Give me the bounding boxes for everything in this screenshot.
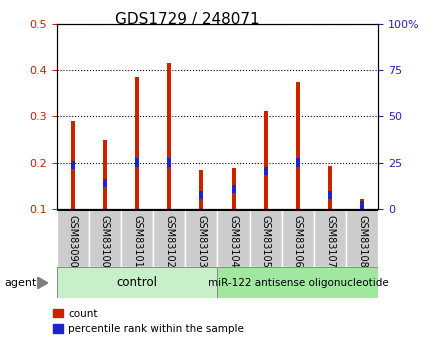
Bar (121, 210, 153, 267)
Bar (296, 82, 299, 209)
Bar (360, 199, 363, 209)
Text: GSM83103: GSM83103 (196, 215, 206, 268)
Text: GDS1729 / 248071: GDS1729 / 248071 (115, 12, 259, 27)
Bar (56, 210, 89, 267)
Bar (135, 158, 138, 167)
Text: GSM83102: GSM83102 (164, 215, 174, 268)
Bar (185, 210, 217, 267)
Text: GSM83090: GSM83090 (68, 215, 77, 268)
Bar (71, 121, 74, 209)
Bar (167, 63, 171, 209)
Text: control: control (116, 276, 157, 289)
Bar (281, 210, 313, 267)
Bar (167, 158, 171, 167)
Legend: count, percentile rank within the sample: count, percentile rank within the sample (49, 305, 248, 338)
Bar (296, 158, 299, 167)
Bar (71, 161, 74, 169)
Polygon shape (37, 277, 48, 289)
Bar (56, 267, 217, 298)
Bar (217, 210, 249, 267)
Bar (263, 167, 267, 175)
Text: agent: agent (4, 278, 36, 288)
Bar (360, 201, 363, 209)
Bar (328, 191, 331, 199)
Text: GSM83100: GSM83100 (100, 215, 109, 268)
Bar (199, 191, 203, 199)
Bar (249, 210, 281, 267)
Text: GSM83105: GSM83105 (260, 215, 270, 268)
Bar (328, 166, 331, 209)
Text: GSM83107: GSM83107 (325, 215, 334, 268)
Bar (103, 139, 106, 209)
Bar (199, 169, 203, 209)
Bar (89, 210, 121, 267)
Bar (103, 179, 106, 187)
Bar (345, 210, 378, 267)
Text: miR-122 antisense oligonucleotide: miR-122 antisense oligonucleotide (207, 278, 388, 288)
Bar (153, 210, 185, 267)
Bar (231, 168, 235, 209)
Text: GSM83108: GSM83108 (357, 215, 366, 268)
Text: GSM83104: GSM83104 (228, 215, 238, 268)
Text: GSM83101: GSM83101 (132, 215, 141, 268)
Bar (135, 77, 138, 209)
Bar (231, 185, 235, 193)
Text: GSM83106: GSM83106 (293, 215, 302, 268)
Bar (217, 267, 378, 298)
Bar (263, 111, 267, 209)
Bar (313, 210, 345, 267)
